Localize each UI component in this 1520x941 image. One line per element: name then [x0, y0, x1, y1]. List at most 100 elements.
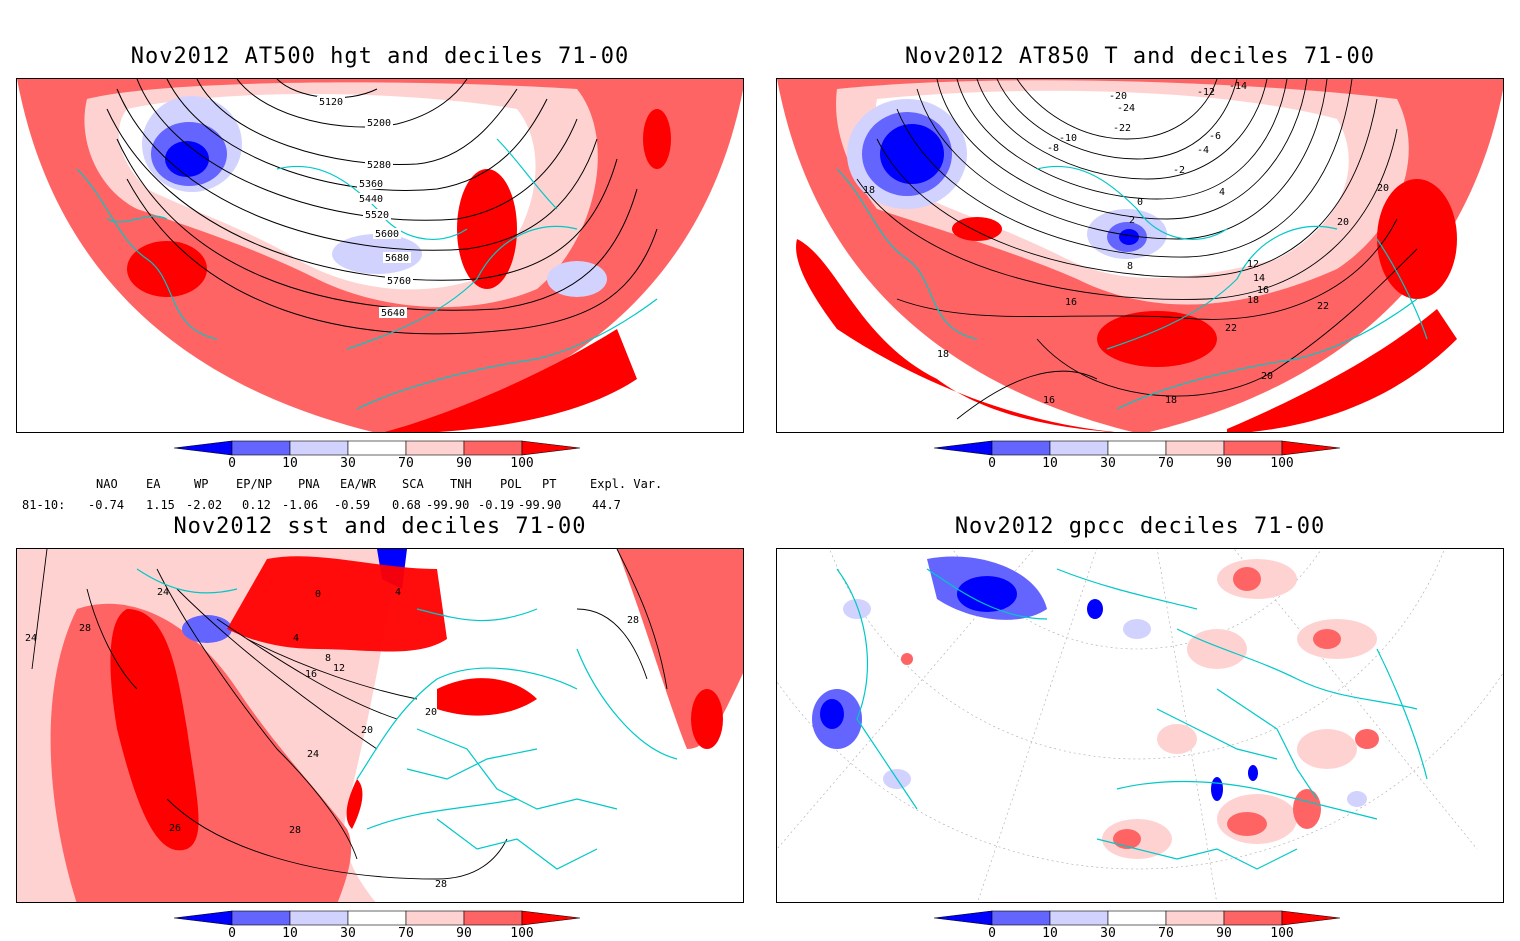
- index-header: Expl. Var.: [590, 477, 663, 491]
- index-header: EA: [146, 477, 161, 491]
- map-panel-hgt: 5120 5200 5280 5360 5440 5520 5600 5680 …: [16, 78, 744, 433]
- index-value: -1.06: [282, 498, 319, 512]
- sst-contour-label: 28: [289, 825, 301, 836]
- sst-contour-label: 20: [361, 725, 373, 736]
- t850-contour-label: 18: [1165, 395, 1177, 406]
- colorbar-swatch: [463, 440, 523, 456]
- index-value: 0.12: [242, 498, 271, 512]
- t850-contour-label: -24: [1117, 103, 1135, 114]
- sst-contour-label: 24: [307, 749, 319, 760]
- t850-contour-label: -2: [1173, 165, 1185, 176]
- index-value: -0.19: [478, 498, 515, 512]
- index-header: POL: [500, 477, 522, 491]
- hgt-contour-label: 5200: [367, 118, 391, 129]
- t850-contour-label: -22: [1113, 123, 1131, 134]
- hgt-contour-label: 5640: [381, 308, 405, 319]
- index-header: WP: [194, 477, 209, 491]
- colorbar-swatch: [521, 440, 581, 456]
- colorbar-tick-label: 10: [282, 456, 298, 471]
- hgt-contour-label: 5360: [359, 179, 383, 190]
- sst-contour-label: 24: [25, 633, 37, 644]
- colorbar-tick-label: 100: [510, 456, 534, 471]
- sst-contour-label: 24: [157, 587, 169, 598]
- index-value: 0.68: [392, 498, 421, 512]
- colorbar-swatch: [1107, 910, 1167, 926]
- t850-contour-label: -6: [1209, 131, 1221, 142]
- colorbar-tick-label: 30: [340, 456, 356, 471]
- sst-contour-label: 28: [435, 879, 447, 890]
- colorbar-tick-label: 30: [1100, 456, 1116, 471]
- colorbar-tick-label: 90: [1216, 456, 1232, 471]
- colorbar-swatch: [521, 910, 581, 926]
- t850-map: -14 -12 -20 -24 -22 -10 -8 -6 -4 -2 0 2 …: [777, 79, 1503, 432]
- colorbar-tick-label: 10: [282, 926, 298, 941]
- sst-contour-label: 16: [305, 669, 317, 680]
- colorbar-hgt: 0 10 30 70 90 100: [172, 440, 592, 480]
- colorbar-swatch: [1223, 910, 1283, 926]
- colorbar-swatches: [933, 910, 1341, 926]
- index-value: -0.74: [88, 498, 125, 512]
- index-header: SCA: [402, 477, 424, 491]
- index-header: EA/WR: [340, 477, 377, 491]
- sst-contour-label: 12: [333, 663, 345, 674]
- index-header: NAO: [96, 477, 118, 491]
- t850-contour-label: 20: [1337, 217, 1349, 228]
- colorbar-gpcc: 0 10 30 70 90 100: [932, 910, 1352, 941]
- t850-contour-label: -8: [1047, 143, 1059, 154]
- colorbar-swatch: [991, 440, 1051, 456]
- colorbar-swatch: [289, 440, 349, 456]
- hgt-contour-label: 5760: [387, 276, 411, 287]
- colorbar-swatch: [1281, 440, 1341, 456]
- colorbar-tick-label: 90: [456, 456, 472, 471]
- colorbar-swatch: [289, 910, 349, 926]
- t850-contour-label: 22: [1225, 323, 1237, 334]
- t850-contour-label: 14: [1253, 273, 1265, 284]
- map-panel-t850: -14 -12 -20 -24 -22 -10 -8 -6 -4 -2 0 2 …: [776, 78, 1504, 433]
- colorbar-swatch: [231, 910, 291, 926]
- colorbar-swatch: [1049, 440, 1109, 456]
- hgt-contour-label: 5120: [319, 97, 343, 108]
- sst-contour-label: 28: [79, 623, 91, 634]
- colorbar-swatch: [933, 910, 993, 926]
- sst-contour-label: 26: [169, 823, 181, 834]
- panel-title-gpcc: Nov2012 gpcc deciles 71-00: [954, 514, 1326, 539]
- colorbar-sst: 0 10 30 70 90 100: [172, 910, 592, 941]
- colorbar-tick-label: 90: [1216, 926, 1232, 941]
- colorbar-tick-label: 100: [1270, 926, 1294, 941]
- colorbar-tick-label: 70: [398, 926, 414, 941]
- index-value: -99.90: [518, 498, 562, 512]
- colorbar-swatches: [173, 440, 581, 456]
- colorbar-tick-label: 100: [1270, 456, 1294, 471]
- index-value: 44.7: [592, 498, 621, 512]
- colorbar-tick-label: 100: [510, 926, 534, 941]
- colorbar-tick-label: 30: [1100, 926, 1116, 941]
- t850-contour-label: -20: [1109, 91, 1127, 102]
- panel-title-t850: Nov2012 AT850 T and deciles 71-00: [904, 44, 1376, 69]
- t850-contour-label: 18: [863, 185, 875, 196]
- colorbar-swatch: [1165, 910, 1225, 926]
- colorbar-swatch: [1107, 440, 1167, 456]
- t850-contour-label: -10: [1059, 133, 1077, 144]
- colorbar-swatch: [1049, 910, 1109, 926]
- colorbar-swatch: [933, 440, 993, 456]
- colorbar-tick-label: 10: [1042, 456, 1058, 471]
- hgt-contour-label: 5520: [365, 210, 389, 221]
- colorbar-swatches: [933, 440, 1341, 456]
- colorbar-swatch: [991, 910, 1051, 926]
- index-value: 1.15: [146, 498, 175, 512]
- sst-contour-label: 4: [395, 587, 401, 598]
- colorbar-swatch: [347, 440, 407, 456]
- colorbar-tick-label: 0: [228, 456, 236, 471]
- hgt-contour-label: 5680: [385, 253, 409, 264]
- sst-contour-label: 8: [325, 653, 331, 664]
- index-value: -0.59: [334, 498, 371, 512]
- t850-contour-label: 0: [1137, 197, 1143, 208]
- colorbar-tick-label: 70: [1158, 456, 1174, 471]
- colorbar-swatches: [173, 910, 581, 926]
- sst-contour-label: 4: [293, 633, 299, 644]
- panel-title-hgt: Nov2012 AT500 hgt and deciles 71-00: [130, 44, 630, 69]
- colorbar-swatch: [405, 910, 465, 926]
- sst-contour-label: 0: [315, 589, 321, 600]
- colorbar-swatch: [347, 910, 407, 926]
- t850-contour-label: -4: [1197, 145, 1209, 156]
